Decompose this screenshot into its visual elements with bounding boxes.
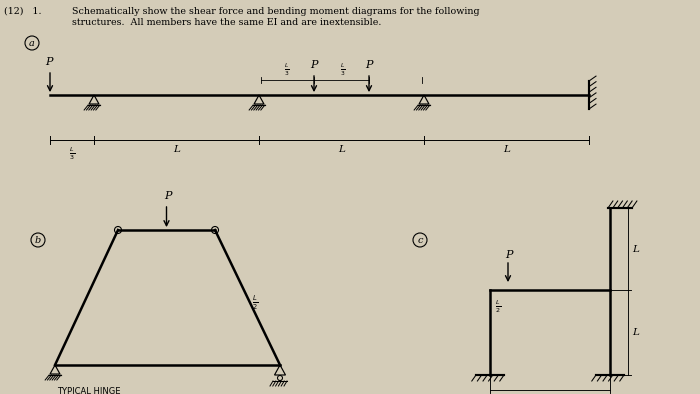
Text: L: L xyxy=(503,145,510,154)
Text: b: b xyxy=(35,236,41,245)
Text: L: L xyxy=(632,328,639,337)
Text: $\frac{L}{3}$: $\frac{L}{3}$ xyxy=(284,61,289,78)
Text: $\frac{L}{2}$: $\frac{L}{2}$ xyxy=(251,294,258,312)
Text: L: L xyxy=(632,245,639,253)
Text: a: a xyxy=(29,39,35,48)
Text: Schematically show the shear force and bending moment diagrams for the following: Schematically show the shear force and b… xyxy=(72,7,480,16)
Circle shape xyxy=(211,227,218,234)
Text: P: P xyxy=(505,250,512,260)
Text: (12)   1.: (12) 1. xyxy=(4,7,41,16)
Text: $\frac{L}{3}$: $\frac{L}{3}$ xyxy=(340,61,345,78)
Circle shape xyxy=(115,227,122,234)
Text: P: P xyxy=(365,60,372,70)
Text: $\frac{L}{2}$: $\frac{L}{2}$ xyxy=(495,298,501,315)
Text: P: P xyxy=(46,57,52,67)
Text: structures.  All members have the same EI and are inextensible.: structures. All members have the same EI… xyxy=(72,18,382,27)
Text: L: L xyxy=(173,145,180,154)
Text: L: L xyxy=(338,145,345,154)
Text: $\frac{L}{3}$: $\frac{L}{3}$ xyxy=(69,145,75,162)
Text: P: P xyxy=(164,191,172,201)
Text: P: P xyxy=(310,60,318,70)
Text: TYPICAL HINGE: TYPICAL HINGE xyxy=(57,387,120,394)
Text: c: c xyxy=(417,236,423,245)
